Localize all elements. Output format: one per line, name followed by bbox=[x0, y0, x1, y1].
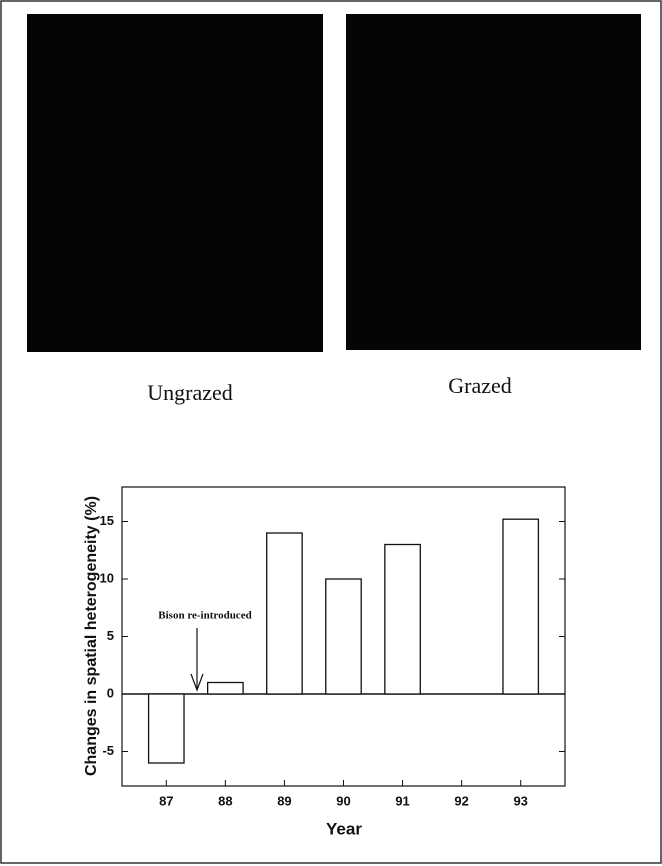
annotation: Bison re-introduced bbox=[158, 610, 251, 622]
x-tick-label: 89 bbox=[277, 793, 291, 808]
bar bbox=[206, 681, 244, 695]
bar bbox=[502, 518, 540, 695]
x-axis-label: Year bbox=[326, 819, 362, 838]
annotation-arrow bbox=[190, 628, 204, 692]
x-tick-label: 91 bbox=[395, 793, 409, 808]
x-tick-label: 92 bbox=[454, 793, 468, 808]
bar bbox=[325, 578, 362, 695]
x-tick-label: 88 bbox=[218, 793, 232, 808]
x-tick-label: 93 bbox=[513, 793, 527, 808]
bar bbox=[384, 543, 421, 695]
y-tick-label: 10 bbox=[100, 570, 114, 585]
image-ungrazed bbox=[27, 14, 323, 352]
y-tick-label: 5 bbox=[107, 628, 114, 643]
y-axis-label: Changes in spatial heterogeneity (%) bbox=[83, 496, 100, 776]
bar bbox=[266, 532, 303, 695]
y-tick-label: -5 bbox=[102, 743, 114, 758]
x-tick-label: 90 bbox=[336, 793, 350, 808]
image-label: Grazed bbox=[448, 373, 512, 398]
image-label: Ungrazed bbox=[147, 380, 233, 405]
bar bbox=[147, 693, 185, 764]
image-grazed bbox=[346, 14, 641, 350]
y-tick-label: 15 bbox=[100, 513, 114, 528]
x-tick-label: 87 bbox=[159, 793, 173, 808]
y-tick-label: 0 bbox=[107, 685, 114, 700]
arrow-head bbox=[190, 673, 204, 692]
